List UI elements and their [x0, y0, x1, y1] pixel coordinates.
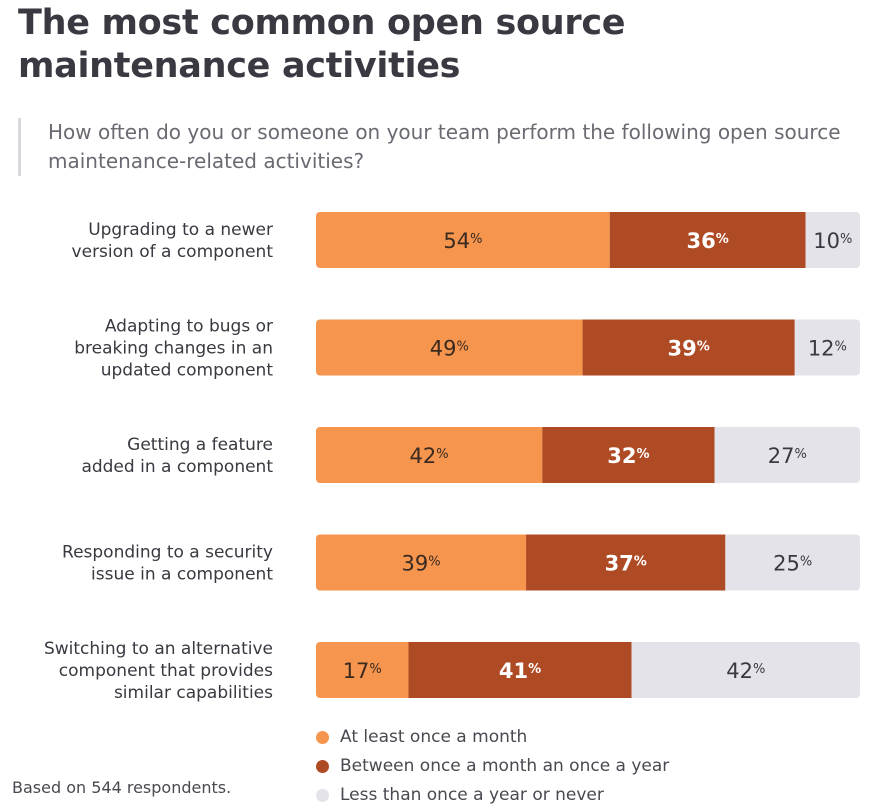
bar-row: Upgrading to a newer version of a compone… — [72, 212, 860, 268]
bar-row: Responding to a security issue in a compo… — [62, 534, 860, 591]
bar-segment-month — [316, 534, 527, 591]
bar-segment-year — [408, 642, 632, 698]
legend-label-year: Between once a month an once a year — [340, 756, 670, 776]
legend-item-never: Less than once a year or never — [316, 781, 669, 810]
chart-subtitle: How often do you or someone on your team… — [18, 118, 848, 176]
bar-segment-month — [316, 642, 409, 698]
bar-segment-year — [582, 319, 795, 376]
bar-segment-never — [725, 534, 860, 591]
chart-legend: At least once a month Between once a mon… — [316, 723, 669, 810]
category-label: Switching to an alternative component tha… — [44, 639, 273, 703]
legend-item-year: Between once a month an once a year — [316, 752, 669, 781]
legend-swatch-month — [316, 731, 329, 744]
legend-swatch-never — [316, 789, 329, 802]
legend-item-month: At least once a month — [316, 723, 669, 752]
category-label: Responding to a security issue in a compo… — [62, 543, 273, 585]
bar-row: Adapting to bugs or breaking changes in a… — [74, 317, 860, 381]
category-label: Adapting to bugs or breaking changes in a… — [74, 317, 273, 381]
bar-segment-month — [316, 427, 543, 483]
category-label: Upgrading to a newer version of a compone… — [72, 220, 274, 262]
legend-label-never: Less than once a year or never — [340, 785, 604, 805]
bar-segment-year — [609, 212, 806, 268]
footnote: Based on 544 respondents. — [12, 778, 232, 797]
category-label: Getting a feature added in a component — [81, 435, 273, 477]
bar-row: Switching to an alternative component tha… — [44, 639, 860, 703]
bar-segment-year — [542, 427, 715, 483]
bar-segment-year — [526, 534, 726, 591]
bar-row: Getting a feature added in a component 42%… — [81, 427, 860, 483]
data-label-year: 41% — [499, 659, 541, 683]
bar-segment-month — [316, 319, 583, 376]
chart-title: The most common open source maintenance … — [18, 3, 626, 86]
bar-segment-never — [631, 642, 860, 698]
legend-label-month: At least once a month — [340, 727, 528, 747]
bar-segment-never — [714, 427, 860, 483]
bar-segment-month — [316, 212, 610, 268]
data-label-month: 49% — [430, 337, 469, 361]
legend-swatch-year — [316, 760, 329, 773]
bar-segment-never — [794, 319, 860, 376]
bar-segment-never — [805, 212, 860, 268]
